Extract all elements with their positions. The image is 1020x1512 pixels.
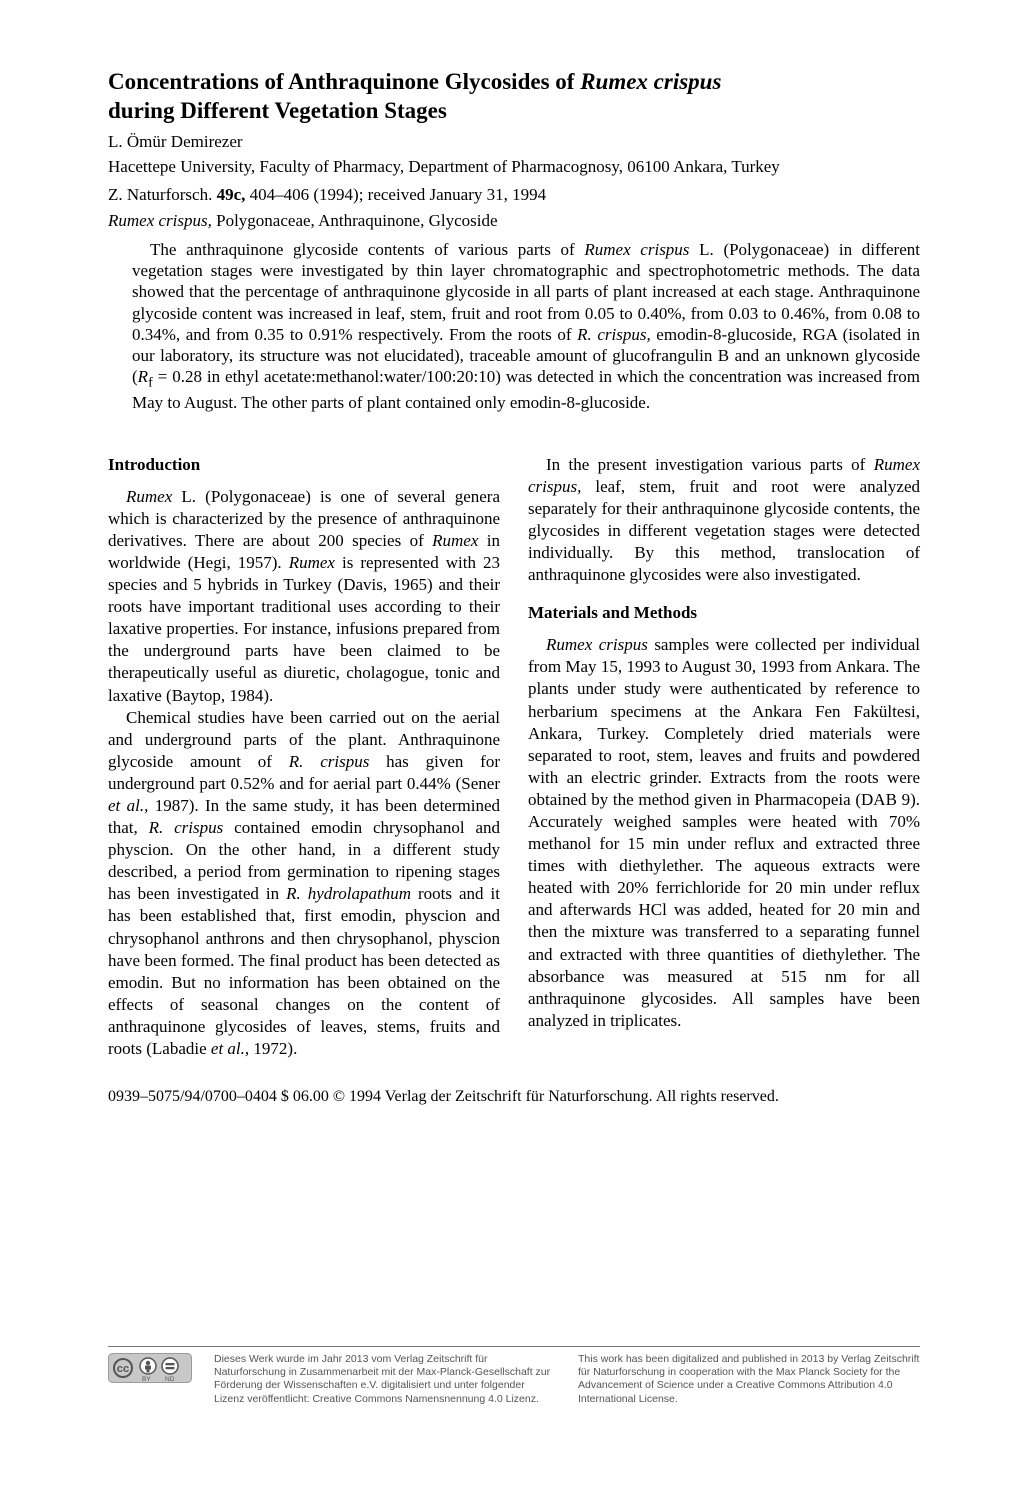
- svg-text:cc: cc: [117, 1363, 129, 1375]
- abstract-rf-it: R: [138, 367, 148, 386]
- title-part-2: during Different Vegetation Stages: [108, 98, 447, 123]
- journal-line: Z. Naturforsch. 49c, 404–406 (1994); rec…: [108, 185, 920, 205]
- intro-p2-t6: 1972).: [249, 1039, 297, 1058]
- right-p2: Rumex crispus samples were collected per…: [528, 634, 920, 1032]
- abstract-it2: R. crispus,: [577, 325, 651, 344]
- right-p2-t1: samples were collected per individual fr…: [528, 635, 920, 1030]
- intro-p2: Chemical studies have been carried out o…: [108, 707, 500, 1061]
- title-part-1: Concentrations of Anthraquinone Glycosid…: [108, 69, 580, 94]
- intro-p2-it1: R. crispus: [289, 752, 370, 771]
- body-columns: Introduction Rumex L. (Polygonaceae) is …: [108, 454, 920, 1061]
- right-p1: In the present investigation various par…: [528, 454, 920, 587]
- intro-p1-t3: is represented with 23 species and 5 hyb…: [108, 553, 500, 705]
- intro-p2-it2: et al.,: [108, 796, 148, 815]
- intro-p2-it5: et al.,: [211, 1039, 249, 1058]
- right-p1-t1: In the present investigation various par…: [546, 455, 874, 474]
- footer-copyright: 0939–5075/94/0700–0404 $ 06.00 © 1994 Ve…: [108, 1088, 920, 1106]
- intro-p2-it3: R. crispus: [149, 818, 224, 837]
- keywords-rest: Polygonaceae, Anthraquinone, Glycoside: [212, 211, 498, 230]
- intro-p2-it4: R. hydrolapathum: [286, 884, 411, 903]
- page: Concentrations of Anthraquinone Glycosid…: [0, 0, 1020, 1446]
- abstract-t4: = 0.28 in ethyl acetate:methanol:water/1…: [132, 367, 920, 412]
- keywords-italic: Rumex crispus,: [108, 211, 212, 230]
- cc-by-nd-icon: cc BY ND: [108, 1353, 192, 1383]
- affiliation: Hacettepe University, Faculty of Pharmac…: [108, 156, 920, 177]
- intro-p1-it3: Rumex: [289, 553, 335, 572]
- abstract: The anthraquinone glycoside contents of …: [108, 239, 920, 414]
- abstract-it1: Rumex crispus: [584, 240, 689, 259]
- intro-p1-it1: Rumex: [126, 487, 172, 506]
- intro-p2-t5: roots and it has been established that, …: [108, 884, 500, 1058]
- intro-p1: Rumex L. (Polygonaceae) is one of severa…: [108, 486, 500, 707]
- keywords-line: Rumex crispus, Polygonaceae, Anthraquino…: [108, 211, 920, 231]
- article-title: Concentrations of Anthraquinone Glycosid…: [108, 68, 920, 126]
- journal-volume: 49c,: [217, 185, 246, 204]
- journal-rest: 404–406 (1994); received January 31, 199…: [245, 185, 546, 204]
- title-italic: Rumex crispus: [580, 69, 721, 94]
- right-p1-t2: leaf, stem, fruit and root were analyzed…: [528, 477, 920, 584]
- license-text-en: This work has been digitalized and publi…: [578, 1353, 920, 1406]
- mm-heading: Materials and Methods: [528, 602, 920, 624]
- right-p2-it1: Rumex crispus: [546, 635, 648, 654]
- abstract-t1: The anthraquinone glycoside contents of …: [150, 240, 584, 259]
- journal-prefix: Z. Naturforsch.: [108, 185, 217, 204]
- intro-p1-it2: Rumex: [432, 531, 478, 550]
- svg-text:ND: ND: [165, 1376, 175, 1383]
- svg-text:BY: BY: [142, 1376, 151, 1383]
- left-column: Introduction Rumex L. (Polygonaceae) is …: [108, 454, 500, 1061]
- license-bar: cc BY ND Dieses Werk wurde im Jahr 2013 …: [108, 1346, 920, 1406]
- right-column: In the present investigation various par…: [528, 454, 920, 1061]
- license-text-de: Dieses Werk wurde im Jahr 2013 vom Verla…: [214, 1353, 556, 1406]
- intro-heading: Introduction: [108, 454, 500, 476]
- author-line: L. Ömür Demirezer: [108, 132, 920, 152]
